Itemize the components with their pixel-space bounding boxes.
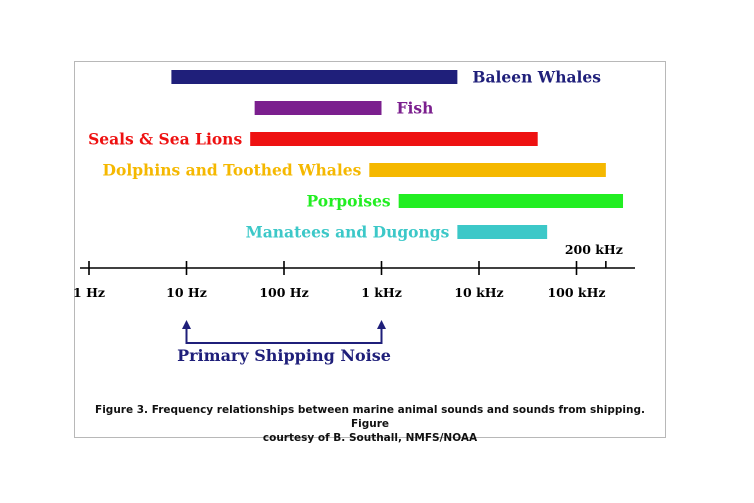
series-label-seals-and-sea-lions: Seals & Sea Lions: [88, 130, 242, 149]
tick-label: 200 kHz: [565, 242, 623, 257]
series-label-dolphins-and-toothed-whales: Dolphins and Toothed Whales: [103, 161, 362, 180]
series-label-manatees-and-dugongs: Manatees and Dugongs: [246, 223, 450, 242]
bar-seals-and-sea-lions: [250, 132, 538, 146]
tick-label: 100 Hz: [259, 285, 308, 300]
tick-label: 10 kHz: [454, 285, 503, 300]
frequency-axis: 1 Hz 10 Hz 100 Hz 1 kHz 10 kHz 100 kHz 200 kHz: [73, 242, 635, 300]
tick-label: 1 kHz: [361, 285, 402, 300]
range-bars: Baleen Whales Fish Seals & Sea Lions Dolphi…: [88, 68, 624, 242]
shipping-noise-annotation: Primary Shipping Noise: [177, 320, 391, 365]
bar-manatees-and-dugongs: [457, 225, 548, 239]
series-label-porpoises: Porpoises: [307, 192, 391, 211]
shipping-noise-label: Primary Shipping Noise: [177, 346, 391, 365]
series-label-fish: Fish: [397, 99, 434, 118]
bar-baleen-whales: [171, 70, 458, 84]
arrow-up-icon: [182, 320, 191, 329]
caption-line-1: Figure 3. Frequency relationships betwee…: [95, 404, 645, 430]
tick-label: 1 Hz: [73, 285, 105, 300]
figure-caption: Figure 3. Frequency relationships betwee…: [80, 403, 660, 445]
shipping-bracket: [185, 326, 383, 344]
tick-label: 100 kHz: [547, 285, 605, 300]
figure-frame: [74, 61, 666, 438]
tick-label: 10 Hz: [166, 285, 207, 300]
caption-line-2: courtesy of B. Southall, NMFS/NOAA: [262, 432, 478, 444]
bar-fish: [254, 101, 382, 115]
series-label-baleen-whales: Baleen Whales: [472, 68, 601, 87]
bar-porpoises: [398, 194, 624, 208]
arrow-up-icon: [377, 320, 386, 329]
bar-dolphins-and-toothed-whales: [369, 163, 606, 177]
